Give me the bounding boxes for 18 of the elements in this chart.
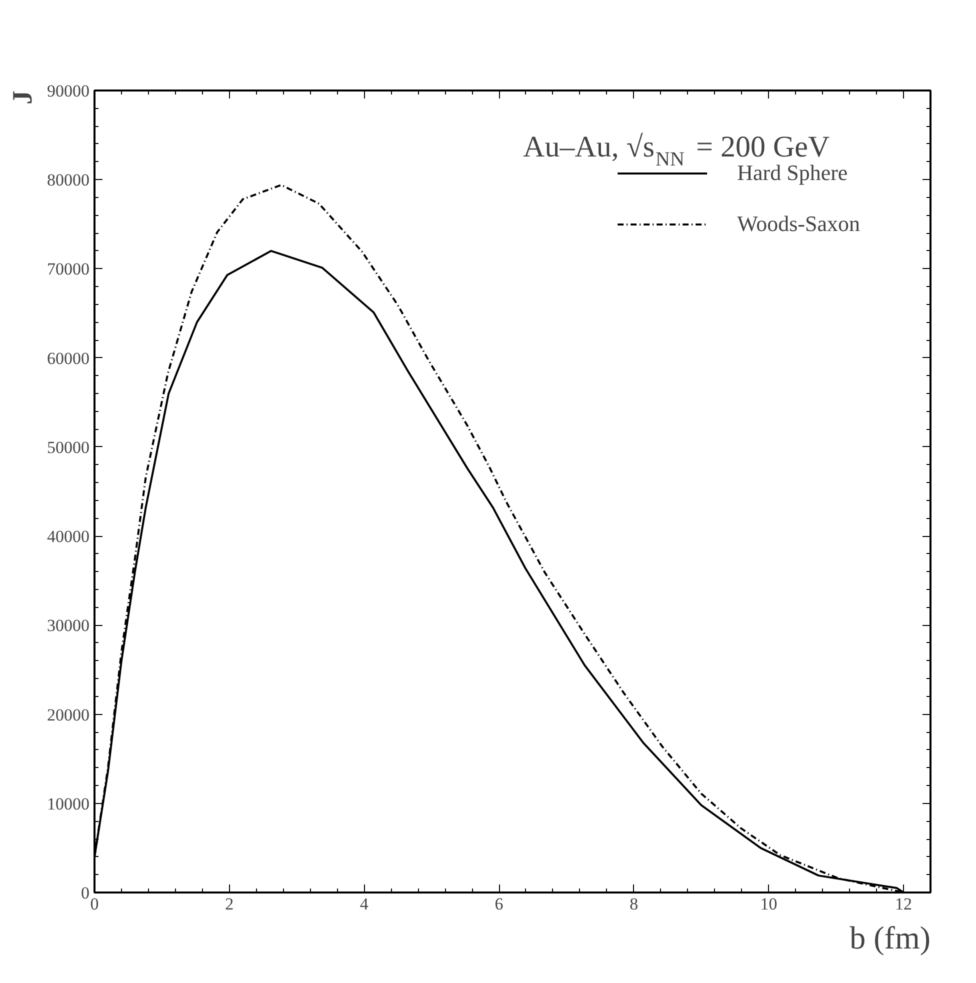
y-tick-label: 40000 <box>47 527 90 546</box>
x-tick-label: 8 <box>630 894 638 914</box>
y-tick-label: 90000 <box>47 82 90 100</box>
y-tick-label: 10000 <box>47 794 90 814</box>
x-tick-label: 10 <box>760 894 778 914</box>
y-tick-label: 30000 <box>47 616 90 636</box>
x-tick-label: 4 <box>360 894 369 914</box>
legend-label: Woods-Saxon <box>737 211 860 237</box>
x-axis-title: b (fm) <box>850 920 930 956</box>
x-tick-label: 2 <box>225 894 234 914</box>
y-tick-label: 50000 <box>47 438 90 457</box>
y-tick-label: 20000 <box>47 705 90 724</box>
y-axis-title: J <box>8 90 38 104</box>
x-tick-label: 6 <box>494 894 504 914</box>
y-tick-label: 70000 <box>47 260 90 279</box>
y-tick-label: 60000 <box>47 348 90 368</box>
x-tick-label: 12 <box>895 894 912 914</box>
y-tick-label: 80000 <box>47 170 90 190</box>
